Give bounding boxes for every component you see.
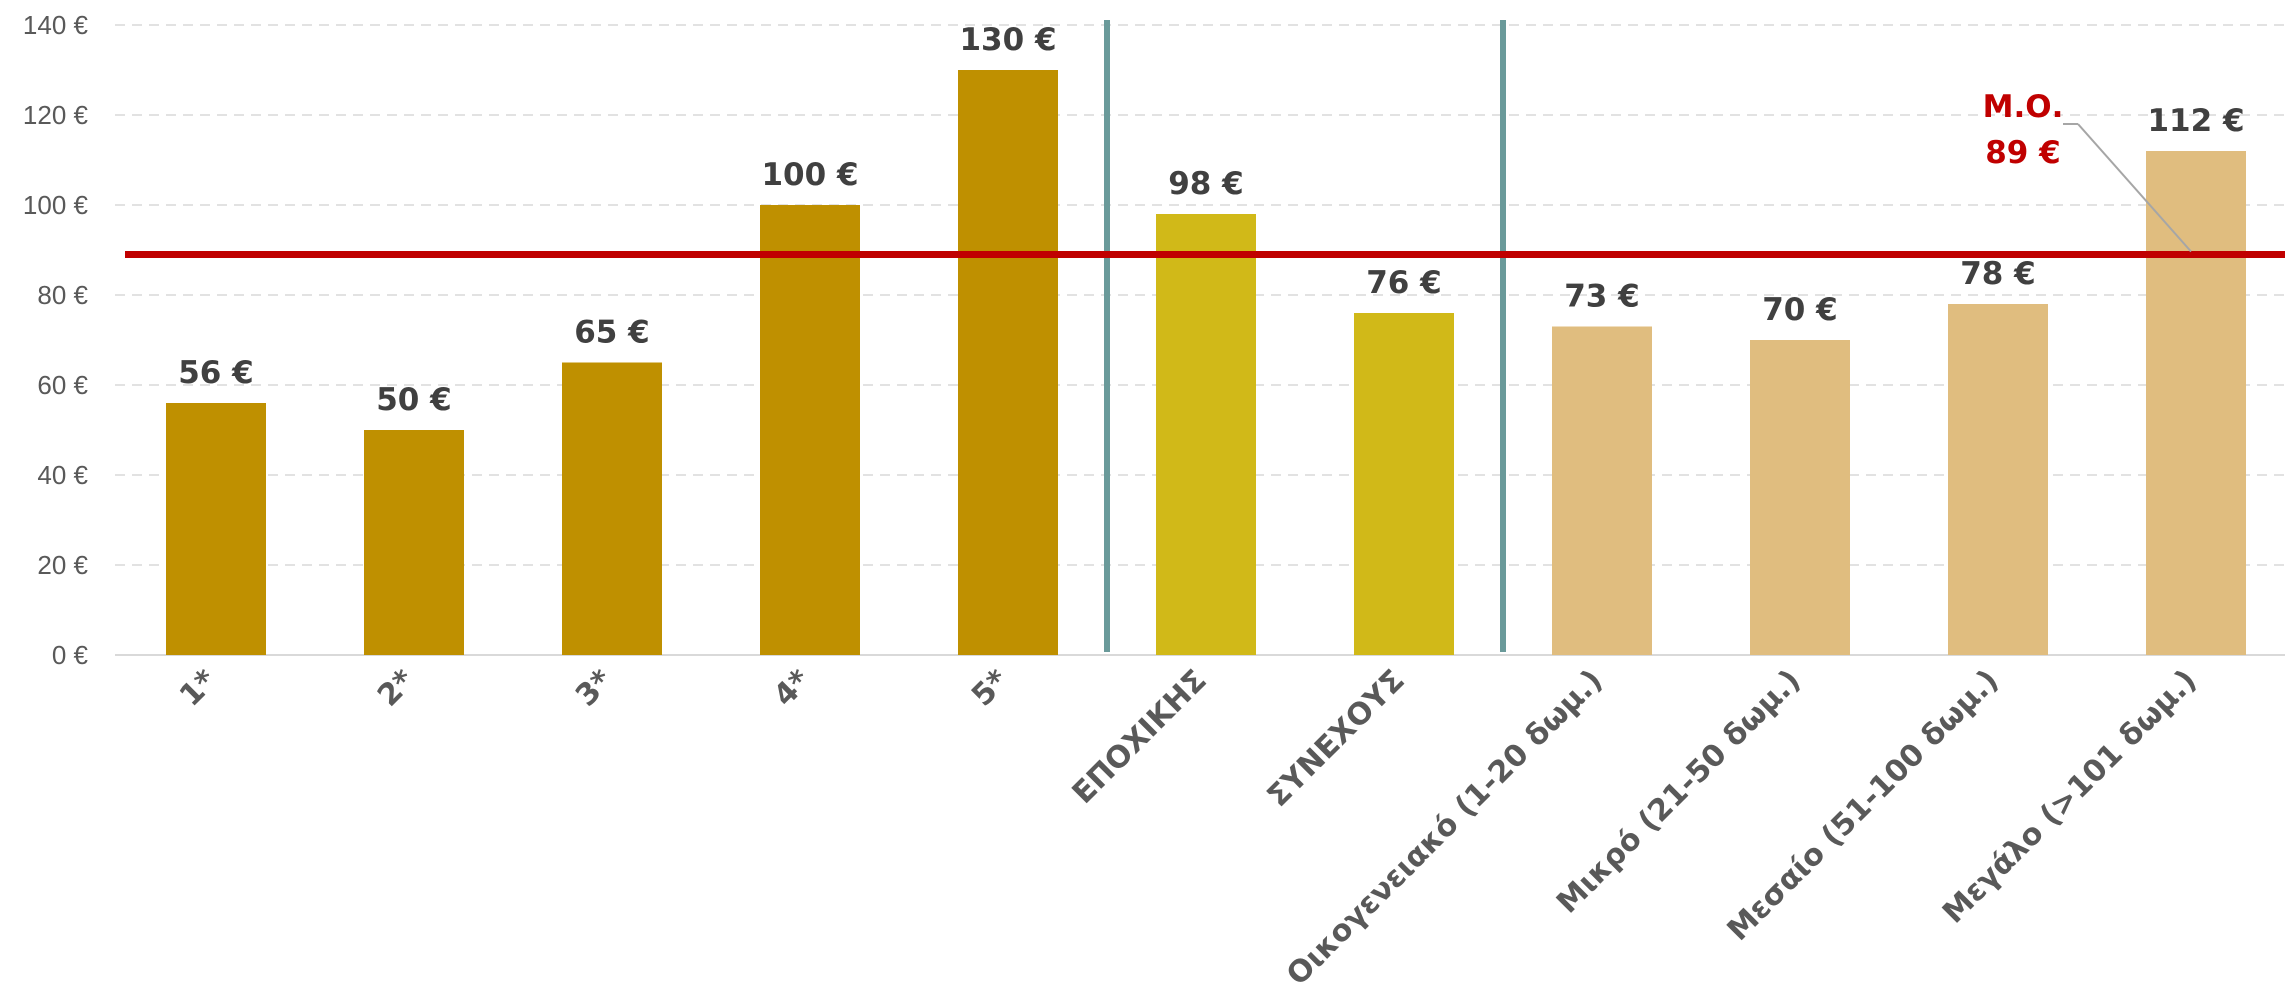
data-label: 100 € <box>761 157 858 193</box>
bar <box>1354 313 1454 655</box>
y-tick-label: 120 € <box>23 100 89 130</box>
bar <box>958 70 1058 655</box>
overlay: Μ.Ο. 89 € <box>125 20 2285 652</box>
data-label: 112 € <box>2147 103 2244 139</box>
average-label-value: 89 € <box>1985 135 2061 171</box>
average-label-title: Μ.Ο. <box>1983 89 2064 125</box>
bar <box>364 430 464 655</box>
bar <box>166 403 266 655</box>
bar <box>1948 304 2048 655</box>
x-tick-label: 2* <box>371 663 422 714</box>
x-tick-label: 5* <box>965 663 1016 714</box>
data-labels: 56 € 50 € 65 € 100 € 130 € 98 € 76 € 73 € 70 € 78… <box>178 22 2244 418</box>
x-tick-label: 4* <box>767 663 818 714</box>
y-tick-label: 140 € <box>23 10 89 40</box>
bars <box>166 70 2246 655</box>
y-tick-label: 20 € <box>37 550 88 580</box>
y-tick-label: 40 € <box>37 460 88 490</box>
bar <box>1750 340 1850 655</box>
gridlines <box>115 24 2285 656</box>
bar <box>2146 151 2246 655</box>
x-tick-label: Οικογενειακό (1-20 δωμ.) <box>1280 663 1610 982</box>
data-label: 50 € <box>376 382 452 418</box>
average-leader-line <box>2077 123 2192 253</box>
y-axis: 0 € 20 € 40 € 60 € 80 € 100 € 120 € 140 € <box>23 10 89 670</box>
bar <box>760 205 860 655</box>
y-tick-label: 80 € <box>37 280 88 310</box>
y-tick-label: 100 € <box>23 190 89 220</box>
x-tick-label: 1* <box>173 663 224 714</box>
data-label: 65 € <box>574 315 650 351</box>
bar <box>1156 214 1256 655</box>
x-tick-label: 3* <box>569 663 620 714</box>
x-tick-label: ΕΠΟΧΙΚΗΣ <box>1066 663 1214 811</box>
x-tick-label: ΣΥΝΕΧΟΥΣ <box>1261 663 1412 814</box>
data-label: 78 € <box>1960 256 2036 292</box>
y-tick-label: 60 € <box>37 370 88 400</box>
data-label: 76 € <box>1366 265 1442 301</box>
data-label: 73 € <box>1564 279 1640 315</box>
data-label: 70 € <box>1762 292 1838 328</box>
bar <box>1552 326 1652 655</box>
bar <box>562 362 662 655</box>
data-label: 98 € <box>1168 166 1244 202</box>
y-tick-label: 0 € <box>52 640 89 670</box>
data-label: 56 € <box>178 355 254 391</box>
data-label: 130 € <box>959 22 1056 58</box>
